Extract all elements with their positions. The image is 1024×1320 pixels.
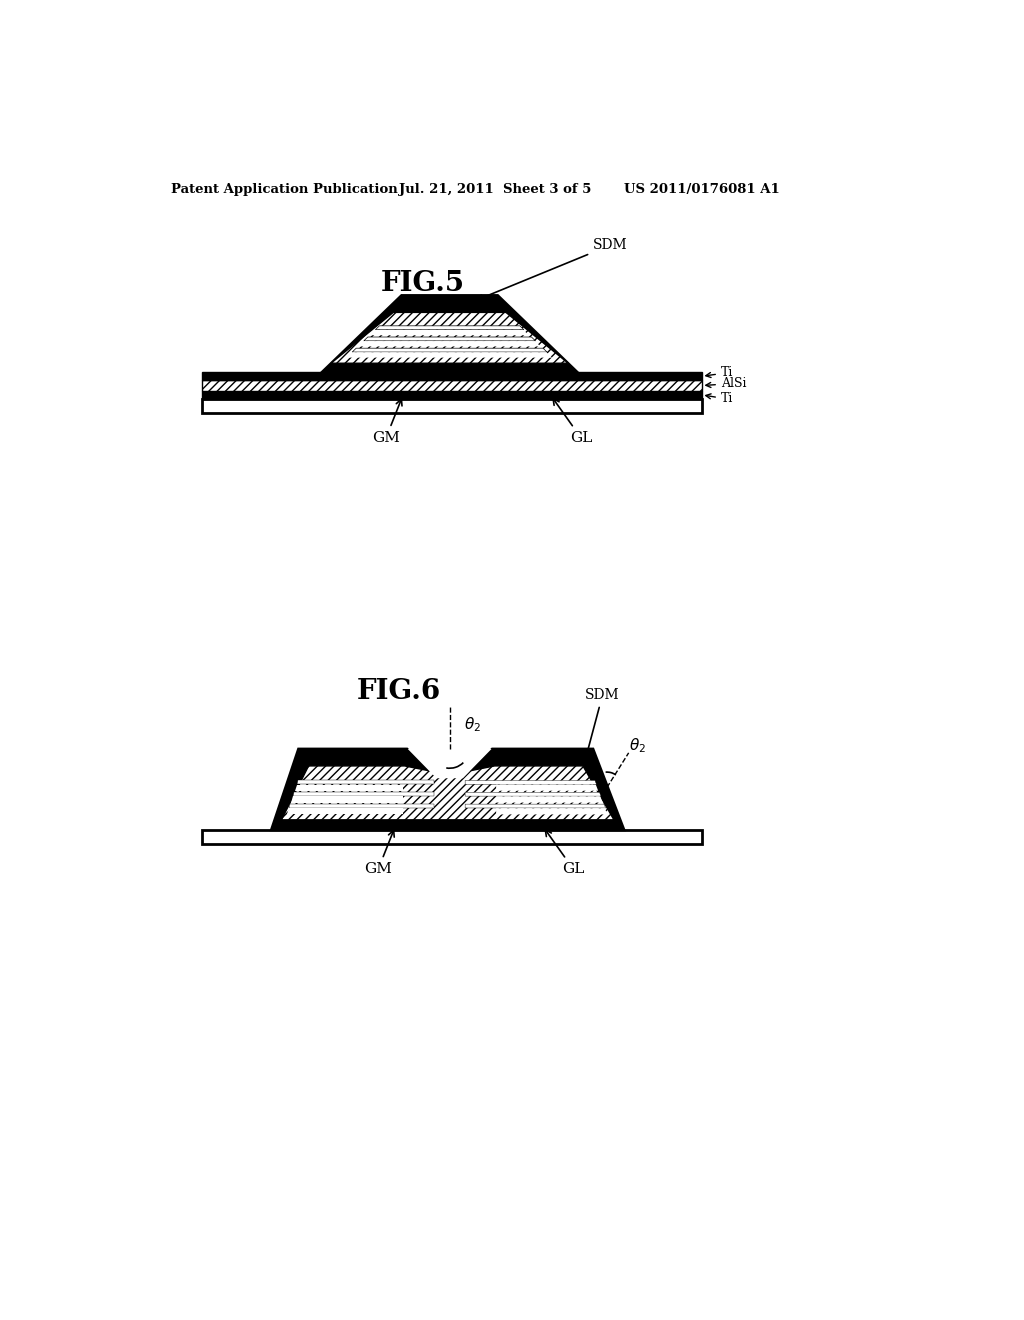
Polygon shape	[496, 808, 607, 814]
Text: Ti: Ti	[706, 392, 733, 405]
Text: Patent Application Publication: Patent Application Publication	[171, 183, 397, 197]
Text: $\theta_2$: $\theta_2$	[464, 715, 480, 734]
Polygon shape	[202, 399, 701, 412]
Text: FIG.5: FIG.5	[381, 271, 465, 297]
Text: GM: GM	[365, 830, 394, 876]
Text: GL: GL	[546, 830, 585, 876]
Polygon shape	[376, 326, 524, 330]
Polygon shape	[352, 348, 547, 352]
Polygon shape	[364, 337, 536, 341]
Text: $\theta_2$: $\theta_2$	[629, 737, 646, 755]
Polygon shape	[292, 796, 403, 803]
Polygon shape	[297, 780, 434, 784]
Polygon shape	[202, 380, 701, 391]
Polygon shape	[202, 391, 701, 399]
Polygon shape	[289, 804, 434, 808]
Polygon shape	[288, 808, 403, 814]
Text: SDM: SDM	[585, 688, 620, 755]
Polygon shape	[496, 784, 598, 791]
Polygon shape	[293, 792, 434, 796]
Text: GL: GL	[553, 399, 592, 445]
Polygon shape	[202, 830, 701, 843]
Polygon shape	[322, 296, 578, 372]
Polygon shape	[271, 748, 624, 830]
Polygon shape	[202, 372, 701, 380]
Polygon shape	[358, 341, 541, 346]
Text: SDM: SDM	[477, 239, 628, 301]
Polygon shape	[295, 784, 403, 791]
Polygon shape	[347, 352, 552, 358]
Polygon shape	[465, 780, 596, 784]
Text: GM: GM	[372, 399, 402, 445]
Text: Jul. 21, 2011  Sheet 3 of 5: Jul. 21, 2011 Sheet 3 of 5	[399, 183, 592, 197]
Polygon shape	[408, 748, 492, 779]
Polygon shape	[465, 804, 605, 808]
Polygon shape	[371, 330, 528, 335]
Text: FIG.6: FIG.6	[357, 678, 441, 705]
Text: Ti: Ti	[706, 367, 733, 379]
Polygon shape	[282, 766, 614, 820]
Polygon shape	[331, 313, 568, 363]
Text: US 2011/0176081 A1: US 2011/0176081 A1	[624, 183, 779, 197]
Polygon shape	[496, 796, 603, 803]
Polygon shape	[465, 792, 601, 796]
Text: AlSi: AlSi	[706, 378, 746, 391]
